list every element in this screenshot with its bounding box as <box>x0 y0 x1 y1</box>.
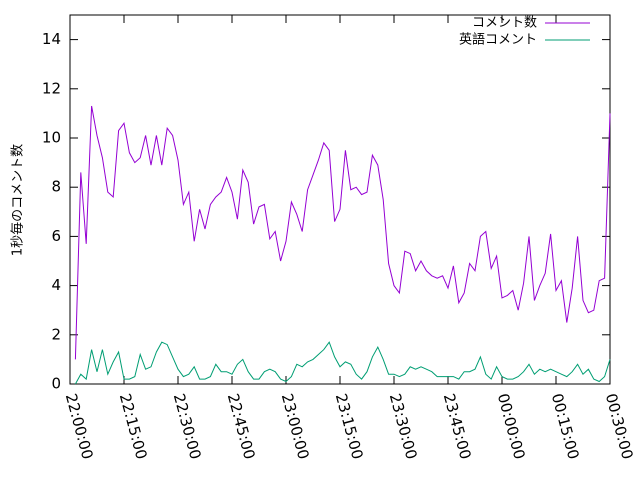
y-tick-label: 8 <box>51 178 61 196</box>
x-tick-label: 22:00:00 <box>62 392 97 462</box>
series-line-1 <box>74 341 611 385</box>
y-tick-label: 0 <box>51 375 61 393</box>
y-tick-label: 10 <box>42 129 61 147</box>
y-axis-title: 1秒毎のコメント数 <box>10 144 26 256</box>
legend-label: 英語コメント <box>459 32 537 48</box>
legend-label: コメント数 <box>472 16 537 31</box>
x-tick-label: 00:00:00 <box>494 392 529 462</box>
series-line-0 <box>74 105 611 360</box>
x-tick-label: 22:15:00 <box>116 392 151 462</box>
x-tick-label: 22:30:00 <box>170 392 205 462</box>
x-tick-label: 23:00:00 <box>278 392 313 462</box>
x-tick-label: 22:45:00 <box>224 392 259 462</box>
x-tick-label: 23:30:00 <box>386 392 421 462</box>
x-tick-label: 00:15:00 <box>548 392 583 462</box>
y-tick-label: 14 <box>42 30 61 48</box>
plot-area: 0 2 4 6 8 10 12 14 22:00:00 22:15:00 22:30:00 22:45… <box>42 14 637 462</box>
y-axis-label: 1秒毎のコメント数 <box>10 144 26 256</box>
y-tick-label: 4 <box>51 276 61 294</box>
plot-frame <box>69 14 611 385</box>
y-tick-label: 2 <box>51 325 61 343</box>
x-tick-label: 00:30:00 <box>602 392 637 462</box>
x-tick-label: 23:15:00 <box>332 392 367 462</box>
x-tick-label: 23:45:00 <box>440 392 475 462</box>
y-tick-label: 12 <box>42 79 61 97</box>
y-tick-label: 6 <box>51 227 61 245</box>
